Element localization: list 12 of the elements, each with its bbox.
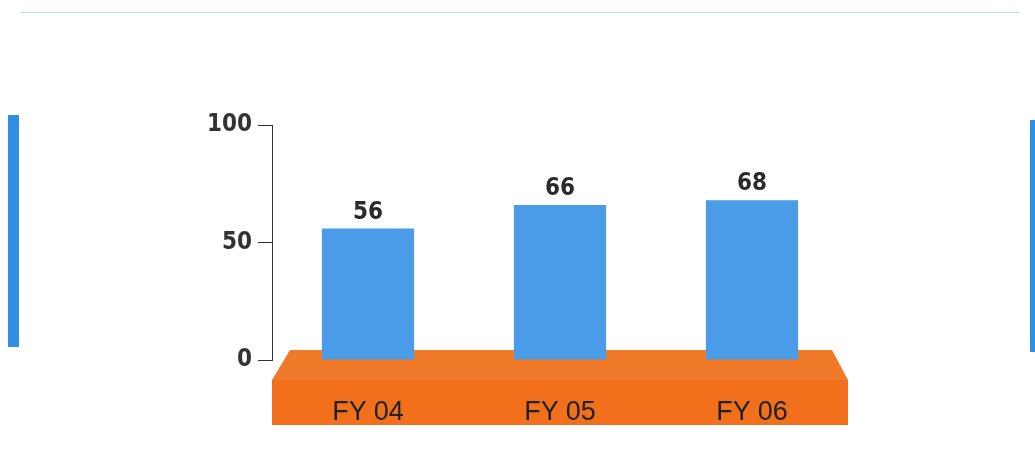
bar xyxy=(705,200,799,360)
bar xyxy=(321,228,415,360)
y-tick-label: 50 xyxy=(221,226,252,255)
bar xyxy=(513,204,607,360)
y-tick-label: 100 xyxy=(206,109,252,138)
x-tick-label: FY 06 xyxy=(716,395,788,426)
x-tick-label: FY 05 xyxy=(524,395,596,426)
data-label: 56 xyxy=(352,196,384,225)
data-label: 68 xyxy=(736,168,768,197)
data-label: 66 xyxy=(544,173,576,202)
y-tick-label: 0 xyxy=(236,344,252,373)
x-tick-label: FY 04 xyxy=(332,395,404,426)
